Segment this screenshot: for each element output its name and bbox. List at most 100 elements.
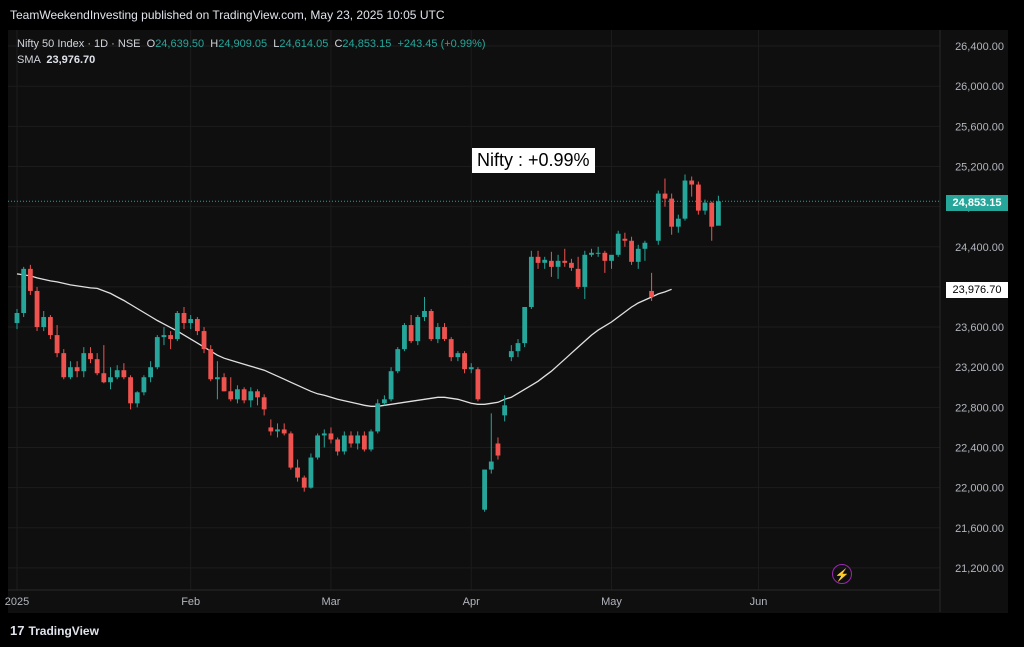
candle-body — [221, 377, 227, 392]
candle-body — [468, 367, 474, 370]
candle-body — [201, 331, 207, 350]
candle-body — [208, 349, 214, 380]
candle-body — [361, 435, 367, 450]
x-tick-label: Jun — [750, 596, 768, 608]
candle-body — [575, 268, 581, 287]
candle-body — [235, 389, 240, 400]
last-price-badge: 24,853.15 — [946, 195, 1008, 211]
open-label: O — [146, 38, 156, 50]
candle-body — [255, 391, 260, 398]
sma-price-badge: 23,976.70 — [946, 282, 1008, 298]
candle-body — [48, 317, 53, 336]
candle-body — [569, 262, 574, 268]
candle-body — [455, 353, 461, 358]
candle-body — [462, 353, 467, 370]
chart-legend: Nifty 50 Index · 1D · NSE O24,639.50 H24… — [17, 36, 486, 68]
high-label: H — [210, 38, 219, 50]
candle-body — [141, 377, 147, 393]
y-tick-label: 21,600.00 — [955, 523, 1004, 535]
change-value: +243.45 (+0.99%) — [397, 38, 486, 50]
y-tick-label: 25,600.00 — [955, 121, 1004, 133]
candle-body — [589, 252, 594, 255]
candle-body — [288, 433, 294, 468]
candle-body — [515, 343, 521, 352]
candle-body — [61, 353, 67, 378]
candle-body — [301, 477, 307, 488]
x-tick-label: Feb — [181, 596, 200, 608]
candle-body — [68, 367, 73, 378]
candle-body — [88, 353, 93, 360]
sma-line — [16, 273, 672, 407]
candle-body — [248, 391, 254, 401]
candle-body — [702, 202, 708, 211]
candle-body — [268, 427, 274, 432]
candle-body — [549, 260, 554, 267]
candle-body — [448, 339, 454, 358]
candle-body — [275, 429, 280, 432]
y-tick-label: 22,800.00 — [955, 402, 1004, 414]
candle-body — [341, 435, 347, 452]
low-label: L — [273, 38, 280, 50]
candle-body — [562, 260, 568, 263]
candle-body — [228, 391, 234, 400]
candle-body — [689, 180, 695, 185]
candle-body — [669, 198, 675, 227]
low-value: 24,614.05 — [279, 38, 329, 50]
candle-body — [281, 429, 287, 434]
candle-body — [415, 317, 421, 342]
candle-body — [14, 313, 20, 324]
candle-body — [168, 335, 174, 340]
open-value: 24,639.50 — [155, 38, 205, 50]
candle-body — [522, 306, 528, 344]
candle-body — [609, 254, 614, 261]
tradingview-logo[interactable]: 17 TradingView — [10, 623, 99, 638]
candle-body — [582, 254, 588, 287]
footer: 17 TradingView — [0, 613, 1024, 647]
close-value: 24,853.15 — [342, 38, 392, 50]
candle-body — [54, 335, 60, 354]
candle-body — [475, 369, 481, 400]
candle-body — [542, 259, 548, 263]
candle-body — [716, 201, 721, 226]
candle-body — [555, 260, 561, 267]
candle-body — [395, 349, 401, 372]
candle-body — [428, 311, 434, 340]
candle-body — [408, 325, 414, 342]
candle-body — [508, 351, 514, 358]
candle-body — [335, 439, 341, 452]
candle-body — [655, 193, 661, 241]
candle-body — [355, 435, 361, 444]
x-tick-label: Mar — [321, 596, 340, 608]
y-tick-label: 22,400.00 — [955, 442, 1004, 454]
candle-body — [435, 327, 441, 340]
sma-value: 23,976.70 — [46, 54, 96, 66]
candle-body — [595, 252, 601, 254]
candle-body — [442, 327, 447, 340]
candle-body — [174, 313, 180, 340]
candle-body — [388, 371, 394, 400]
high-value: 24,909.05 — [218, 38, 268, 50]
chart-panel[interactable] — [8, 30, 1008, 613]
candle-body — [308, 457, 314, 488]
candle-body — [128, 377, 133, 404]
symbol-label: Nifty 50 Index · 1D · NSE — [17, 38, 141, 50]
candle-body — [215, 377, 220, 380]
candle-body — [94, 359, 100, 374]
candle-body — [682, 180, 688, 219]
candle-body — [21, 268, 27, 314]
publish-header: TeamWeekendInvesting published on Tradin… — [0, 0, 1024, 30]
candle-body — [27, 268, 33, 291]
y-tick-label: 23,200.00 — [955, 362, 1004, 374]
candle-body — [528, 256, 534, 307]
y-tick-label: 25,200.00 — [955, 161, 1004, 173]
candle-body — [375, 403, 381, 432]
change-annotation[interactable]: Nifty : +0.99% — [472, 148, 595, 173]
candle-body — [154, 337, 160, 368]
sma-label: SMA — [17, 54, 41, 66]
candle-body — [328, 433, 334, 440]
candle-body — [41, 317, 47, 328]
x-tick-label: Apr — [463, 596, 480, 608]
lightning-icon[interactable]: ⚡ — [832, 564, 852, 584]
candle-body — [295, 467, 300, 478]
